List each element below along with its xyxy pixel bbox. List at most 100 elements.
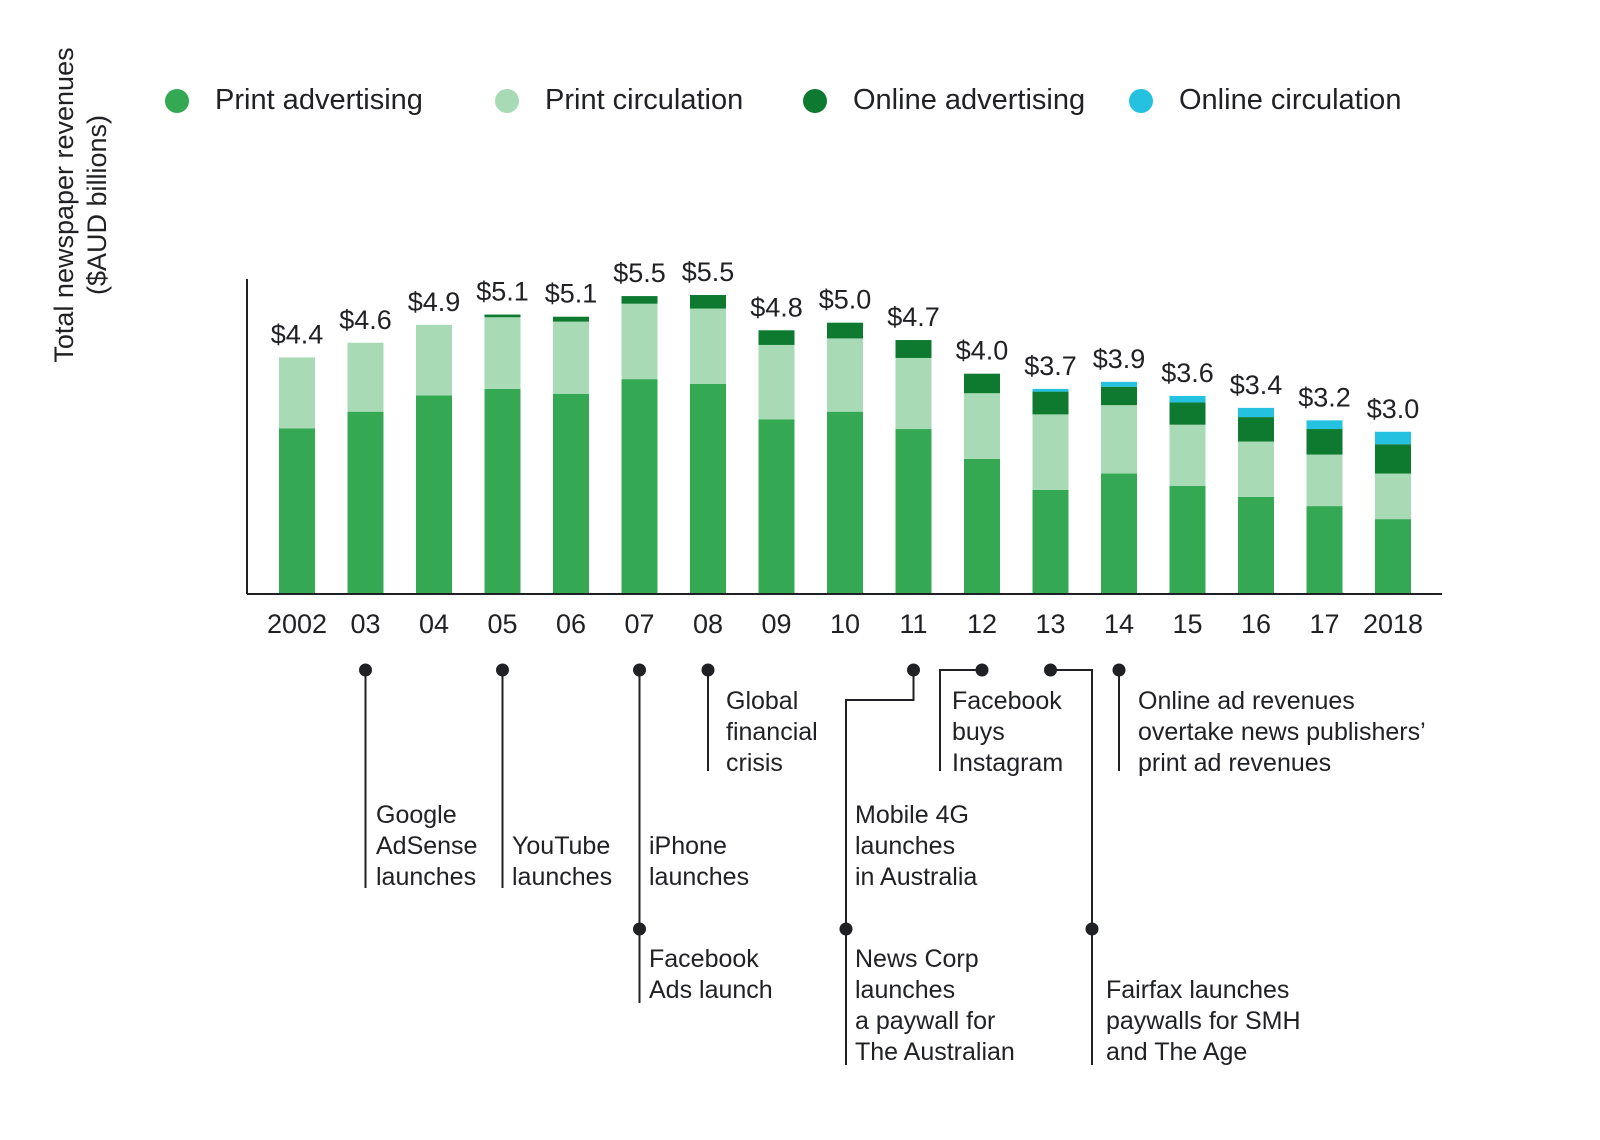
bar-segment-print-advertising — [1169, 486, 1206, 594]
bar-segment-print-advertising — [1306, 506, 1343, 594]
total-label: $5.1 — [545, 279, 598, 309]
event-news-corp-paywall: News Corp launches a paywall for The Aus… — [855, 945, 1015, 1066]
event-iphone: iPhone launches — [649, 832, 750, 891]
bar-segment-online-advertising — [621, 296, 658, 304]
bar-segment-print-advertising — [690, 384, 726, 594]
bar-segment-print-circulation — [1101, 405, 1137, 474]
bar-segment-online-advertising — [690, 295, 726, 309]
total-label: $4.8 — [750, 292, 803, 322]
bar-segment-print-circulation — [895, 357, 932, 430]
x-tick-label: 2002 — [267, 609, 327, 639]
bar-segment-online-advertising — [964, 373, 1000, 394]
bar-segment-print-circulation — [416, 324, 452, 396]
legend-label: Print advertising — [215, 84, 423, 116]
bar-segment-online-advertising — [1169, 402, 1206, 425]
bar-segment-print-advertising — [279, 428, 315, 594]
event-facebook-instagram: Facebook buys Instagram — [952, 687, 1064, 777]
legend-dot-print-advertising — [165, 88, 189, 113]
x-tick-label: 17 — [1309, 609, 1339, 639]
bar-segment-print-advertising — [347, 411, 384, 594]
legend-item-online-circulation: Online circulation — [1129, 84, 1401, 117]
total-label: $4.7 — [887, 302, 940, 332]
bar-segment-print-circulation — [964, 393, 1000, 459]
bar-segment-online-circulation — [1101, 381, 1137, 387]
bar-segment-online-advertising — [484, 314, 521, 318]
bar-segment-print-circulation — [1169, 424, 1206, 487]
total-label: $4.9 — [408, 287, 461, 317]
x-tick-label: 03 — [350, 609, 380, 639]
bar-segment-print-circulation — [484, 317, 521, 389]
total-label: $5.1 — [476, 277, 529, 307]
event-youtube: YouTube launches — [512, 832, 613, 891]
total-label: $3.7 — [1024, 351, 1077, 381]
event-mobile-4g: Mobile 4G launches in Australia — [855, 801, 978, 891]
timeline-connector — [845, 670, 915, 1065]
bar-segment-online-circulation — [1306, 420, 1343, 430]
x-tick-label: 09 — [761, 609, 791, 639]
bar-segment-print-advertising — [758, 419, 795, 594]
total-label: $3.4 — [1230, 370, 1283, 400]
timeline-connector — [939, 669, 982, 771]
event-google-adsense: Google AdSense launches — [376, 801, 478, 891]
bar-segment-print-circulation — [347, 342, 384, 412]
x-tick-label: 11 — [899, 609, 927, 639]
x-tick-label: 15 — [1172, 609, 1202, 639]
total-label: $4.6 — [339, 305, 392, 335]
bar-segment-print-advertising — [1375, 519, 1411, 594]
bar-segment-print-circulation — [1032, 414, 1069, 490]
bar-segment-online-advertising — [1238, 417, 1274, 442]
legend-item-print-circulation: Print circulation — [495, 84, 743, 117]
legend: Print advertising Print circulation Onli… — [165, 84, 1465, 128]
legend-label: Online advertising — [853, 84, 1086, 116]
bar-segment-online-circulation — [1032, 388, 1069, 392]
x-tick-label: 08 — [693, 609, 723, 639]
total-label: $3.9 — [1093, 344, 1146, 374]
total-label: $5.0 — [819, 285, 872, 315]
legend-label: Print circulation — [545, 84, 744, 116]
bar-segment-print-advertising — [895, 429, 932, 594]
bar-segment-online-advertising — [1032, 391, 1069, 415]
total-label: $3.6 — [1161, 358, 1214, 388]
bar-segment-print-circulation — [1375, 473, 1411, 520]
legend-label: Online circulation — [1179, 84, 1402, 116]
total-label: $3.0 — [1367, 394, 1420, 424]
x-tick-label: 16 — [1241, 609, 1271, 639]
event-online-ads-overtake: Online ad revenues overtake news publish… — [1138, 687, 1426, 777]
bar-segment-online-advertising — [1306, 429, 1343, 455]
x-tick-label: 14 — [1104, 609, 1134, 639]
bar-segment-print-circulation — [621, 303, 658, 380]
x-tick-label: 05 — [487, 609, 517, 639]
legend-dot-online-circulation — [1129, 88, 1153, 113]
x-tick-label: 10 — [830, 609, 860, 639]
bar-segment-print-circulation — [279, 357, 315, 429]
bar-segment-online-advertising — [827, 322, 863, 339]
total-label: $4.0 — [956, 336, 1009, 366]
timeline-dot — [1085, 922, 1099, 936]
legend-item-online-advertising: Online advertising — [803, 84, 1085, 117]
x-tick-label: 04 — [419, 609, 449, 639]
total-label: $4.4 — [271, 319, 324, 349]
total-label: $5.5 — [682, 257, 735, 287]
event-fairfax-paywalls: Fairfax launches paywalls for SMH and Th… — [1106, 976, 1301, 1066]
bar-segment-print-advertising — [827, 411, 863, 594]
bar-segment-print-advertising — [964, 458, 1000, 594]
bar-segment-print-advertising — [1032, 489, 1069, 594]
x-tick-label: 2018 — [1363, 609, 1423, 639]
bar-segment-print-advertising — [621, 379, 658, 594]
bar-segment-print-circulation — [690, 308, 726, 385]
bar-segment-online-circulation — [1238, 407, 1274, 418]
x-tick-label: 06 — [556, 609, 586, 639]
x-tick-label: 07 — [624, 609, 654, 639]
x-tick-label: 12 — [967, 609, 997, 639]
bar-segment-online-advertising — [553, 316, 589, 322]
bar-segment-print-circulation — [1306, 454, 1343, 507]
bar-segment-print-circulation — [758, 344, 795, 420]
bar-segment-print-advertising — [553, 393, 589, 594]
bar-segment-online-advertising — [895, 340, 932, 358]
bar-segment-print-advertising — [1238, 496, 1274, 594]
bar-segment-online-advertising — [1101, 386, 1137, 406]
legend-dot-online-advertising — [803, 88, 827, 113]
bar-segment-print-advertising — [416, 395, 452, 594]
timeline-dot — [633, 922, 646, 936]
bar-segment-print-advertising — [484, 388, 521, 594]
